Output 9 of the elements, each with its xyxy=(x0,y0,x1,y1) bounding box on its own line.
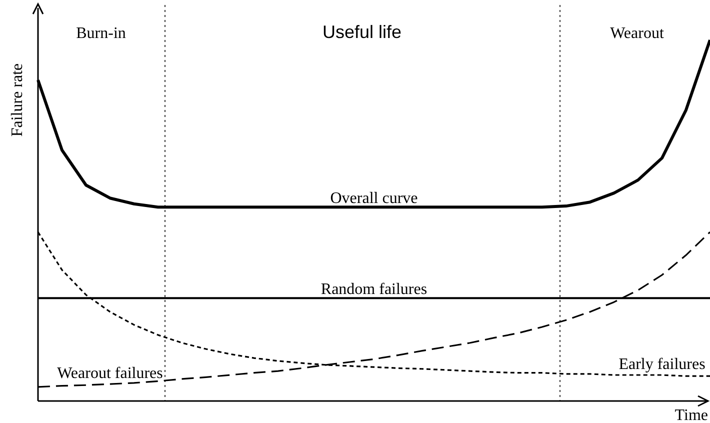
series-label: Random failures xyxy=(320,281,428,298)
x-axis-title: Time xyxy=(674,407,708,423)
series-label: Early failures xyxy=(618,356,706,374)
annotation: Burn-in xyxy=(76,25,126,42)
series-label: Overall curve xyxy=(330,190,418,208)
series-label: Wearout failures xyxy=(57,365,163,382)
annotation: Useful life xyxy=(322,22,402,42)
y-axis-title: Failure rate xyxy=(9,63,26,137)
annotation: Wearout xyxy=(610,25,664,42)
